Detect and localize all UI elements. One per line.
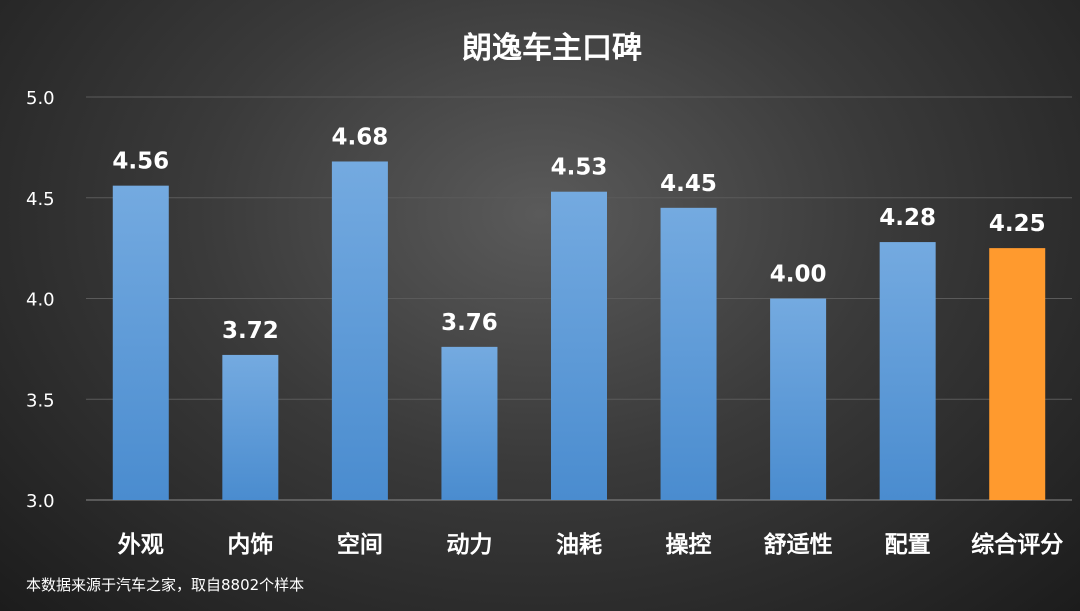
x-category-label: 操控 [666, 531, 712, 558]
bar [879, 242, 936, 500]
data-label: 4.25 [989, 211, 1046, 237]
x-category-label: 配置 [885, 532, 931, 558]
y-tick-label: 4.0 [26, 290, 55, 311]
data-label: 4.53 [551, 155, 608, 181]
bar [989, 248, 1046, 500]
data-label: 4.68 [332, 124, 389, 150]
bars [112, 161, 1046, 501]
data-label: 4.45 [660, 171, 717, 197]
bar [770, 298, 827, 500]
bar [331, 161, 388, 501]
data-label: 4.28 [879, 205, 936, 231]
bar [112, 185, 169, 500]
y-tick-label: 3.0 [26, 491, 55, 512]
bar [222, 354, 279, 500]
source-footnote: 本数据来源于汽车之家，取自8802个样本 [26, 576, 304, 594]
x-category-label: 外观 [118, 531, 164, 558]
data-label: 3.72 [222, 318, 279, 344]
y-tick-label: 3.5 [26, 390, 55, 411]
y-tick-label: 4.5 [26, 189, 55, 210]
bar [660, 207, 717, 500]
x-category-label: 油耗 [556, 532, 602, 558]
bar [441, 346, 498, 500]
bar [551, 191, 607, 500]
y-tick-label: 5.0 [26, 88, 55, 109]
x-category-label: 舒适性 [764, 531, 833, 558]
data-labels: 4.56 3.72 4.68 3.76 4.53 4.45 4.00 4.28 4.25 [112, 124, 1045, 343]
data-label: 3.76 [441, 310, 498, 336]
category-labels: 外观 内饰 空间 动力 油耗 操控 舒适性 配置 综合评分 [118, 531, 1063, 558]
chart-title: 朗逸车主口碑 [462, 31, 642, 66]
x-category-label: 动力 [446, 532, 492, 558]
data-label: 4.56 [112, 149, 169, 175]
data-label: 4.00 [770, 262, 827, 288]
x-category-label: 内饰 [227, 531, 273, 558]
x-category-label: 空间 [337, 531, 383, 558]
x-category-label: 综合评分 [971, 531, 1063, 558]
